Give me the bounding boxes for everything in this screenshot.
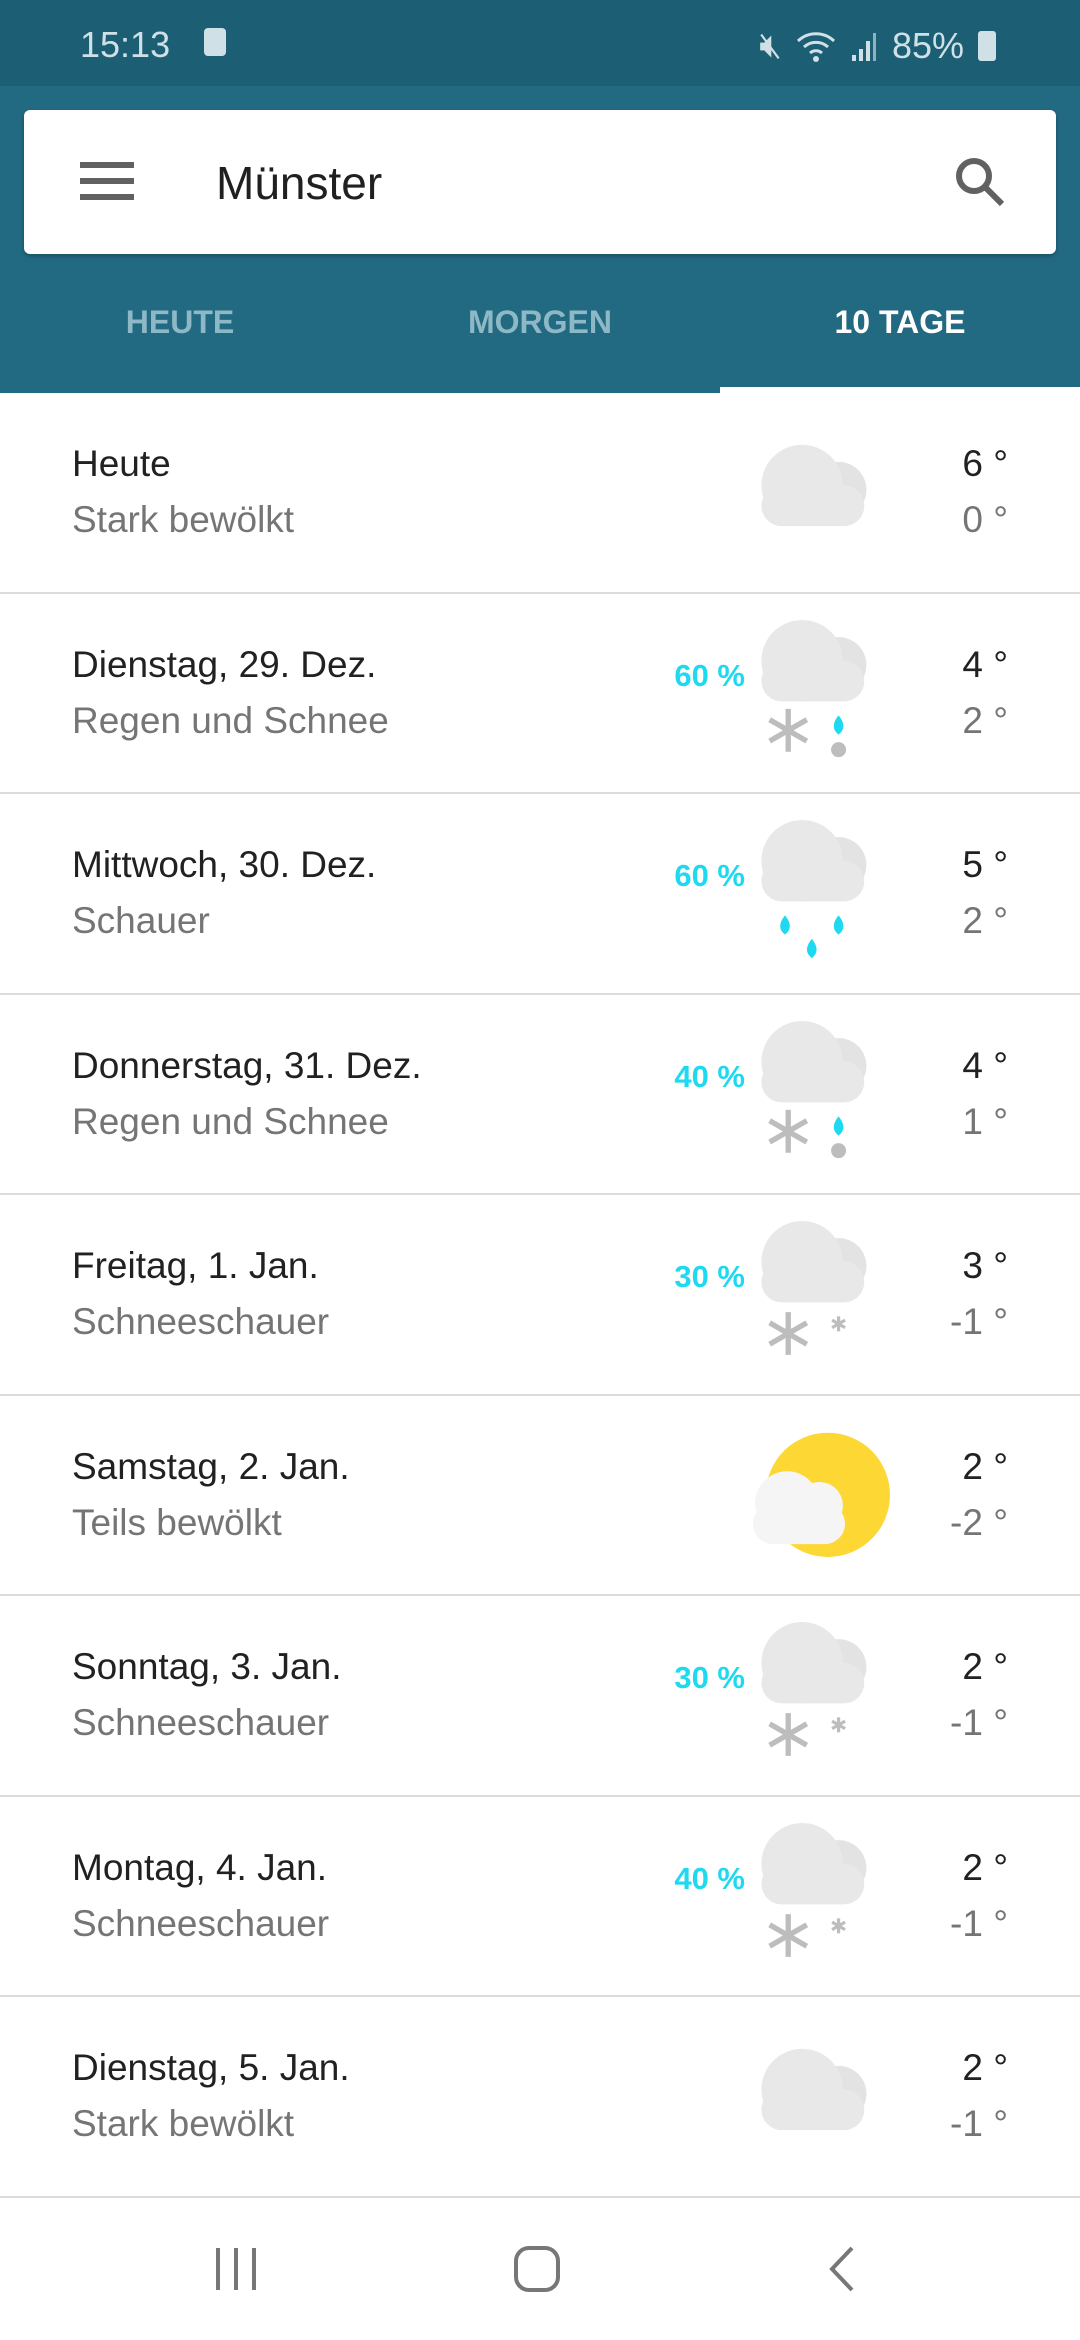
status-bar: 15:13 🔇︎ 85% — [0, 0, 1080, 86]
cloudy-icon — [761, 444, 867, 527]
menu-icon[interactable] — [80, 162, 134, 200]
high-temp: 6 ° — [962, 443, 1008, 484]
precip-chance: 40 % — [674, 1058, 745, 1094]
low-temp: -1 ° — [950, 2103, 1008, 2144]
high-temp: 2 ° — [962, 1646, 1008, 1687]
condition-text: Teils bewölkt — [72, 1501, 282, 1543]
condition-text: Stark bewölkt — [72, 499, 295, 540]
forecast-row[interactable]: Freitag, 1. Jan. Schneeschauer 30 % 3 ° … — [0, 1195, 1080, 1396]
partly-cloudy-icon — [752, 1432, 890, 1557]
high-temp: 2 ° — [962, 1445, 1008, 1487]
day-label: Sonntag, 3. Jan. — [72, 1646, 342, 1687]
tab-morgen[interactable]: MORGEN — [468, 304, 612, 340]
day-label: Mittwoch, 30. Dez. — [72, 844, 377, 885]
search-bar[interactable]: Münster — [24, 110, 1056, 254]
condition-text: Stark bewölkt — [72, 2103, 295, 2144]
forecast-row[interactable]: Dienstag, 5. Jan. Stark bewölkt 2 ° -1 ° — [0, 1997, 1080, 2198]
condition-text: Schneeschauer — [72, 1301, 330, 1342]
alarm-icon — [204, 28, 226, 56]
signal-icon — [851, 32, 876, 61]
day-label: Heute — [72, 443, 171, 484]
battery-percent: 85% — [891, 24, 964, 66]
forecast-row[interactable]: Dienstag, 29. Dez. Regen und Schnee 60 %… — [0, 594, 1080, 794]
day-label: Dienstag, 29. Dez. — [72, 643, 377, 685]
precip-chance: 30 % — [674, 1660, 745, 1695]
cloudy-icon — [761, 2048, 867, 2131]
high-temp: 4 ° — [962, 1044, 1008, 1086]
high-temp: 5 ° — [962, 844, 1008, 885]
city-name[interactable]: Münster — [216, 157, 383, 209]
day-label: Freitag, 1. Jan. — [72, 1245, 319, 1286]
high-temp: 2 ° — [962, 2047, 1008, 2088]
navigation-bar — [0, 2198, 1080, 2340]
snow-showers-icon — [761, 1622, 867, 1756]
precip-chance: 30 % — [674, 1259, 745, 1294]
home-button[interactable] — [512, 2246, 562, 2297]
condition-text: Regen und Schnee — [72, 699, 389, 741]
battery-icon — [978, 30, 996, 61]
forecast-list: Heute Stark bewölkt 6 ° 0 ° Dienstag, 29.… — [0, 393, 1080, 2198]
status-time: 15:13 — [80, 24, 171, 65]
low-temp: -1 ° — [950, 1301, 1008, 1342]
precip-chance: 40 % — [674, 1860, 745, 1896]
low-temp: 1 ° — [962, 1100, 1008, 1142]
high-temp: 3 ° — [962, 1245, 1008, 1286]
low-temp: 2 ° — [962, 699, 1008, 741]
rain-snow-icon — [761, 619, 867, 757]
condition-text: Regen und Schnee — [72, 1100, 389, 1142]
low-temp: -1 ° — [950, 1902, 1008, 1944]
condition-text: Schauer — [72, 900, 210, 941]
mute-icon: 🔇︎ — [759, 24, 782, 65]
forecast-row[interactable]: Heute Stark bewölkt 6 ° 0 ° — [0, 393, 1080, 594]
day-label: Dienstag, 5. Jan. — [72, 2047, 350, 2088]
condition-text: Schneeschauer — [72, 1902, 330, 1944]
low-temp: 2 ° — [962, 900, 1008, 941]
day-label: Montag, 4. Jan. — [72, 1846, 328, 1888]
recent-apps-button[interactable] — [212, 2246, 262, 2297]
tab-heute[interactable]: HEUTE — [125, 304, 235, 340]
low-temp: -2 ° — [950, 1501, 1008, 1543]
rain-snow-icon — [761, 1020, 867, 1158]
high-temp: 2 ° — [962, 1846, 1008, 1888]
tab-bar: HEUTE MORGEN 10 TAGE — [0, 276, 1080, 393]
low-temp: 0 ° — [962, 499, 1008, 540]
day-label: Samstag, 2. Jan. — [72, 1445, 350, 1487]
wifi-icon — [796, 31, 835, 62]
snow-showers-icon — [761, 1822, 867, 1957]
high-temp: 4 ° — [962, 643, 1008, 685]
app-bar: Münster HEUTE MORGEN 10 TAGE — [0, 86, 1080, 393]
condition-text: Schneeschauer — [72, 1702, 330, 1743]
tab-10-tage[interactable]: 10 TAGE — [720, 276, 1080, 393]
precip-chance: 60 % — [674, 858, 745, 893]
showers-icon — [761, 820, 867, 959]
forecast-row[interactable]: Mittwoch, 30. Dez. Schauer 60 % 5 ° 2 ° — [0, 794, 1080, 995]
forecast-row[interactable]: Sonntag, 3. Jan. Schneeschauer 30 % 2 ° … — [0, 1596, 1080, 1797]
forecast-row[interactable]: Samstag, 2. Jan. Teils bewölkt 2 ° -2 ° — [0, 1396, 1080, 1596]
precip-chance: 60 % — [674, 657, 745, 693]
search-icon[interactable] — [950, 152, 1010, 212]
snow-showers-icon — [761, 1221, 867, 1355]
forecast-row[interactable]: Montag, 4. Jan. Schneeschauer 40 % 2 ° -… — [0, 1797, 1080, 1997]
low-temp: -1 ° — [950, 1702, 1008, 1743]
day-label: Donnerstag, 31. Dez. — [72, 1044, 422, 1086]
forecast-row[interactable]: Donnerstag, 31. Dez. Regen und Schnee 40… — [0, 995, 1080, 1195]
back-button[interactable] — [822, 2246, 862, 2297]
